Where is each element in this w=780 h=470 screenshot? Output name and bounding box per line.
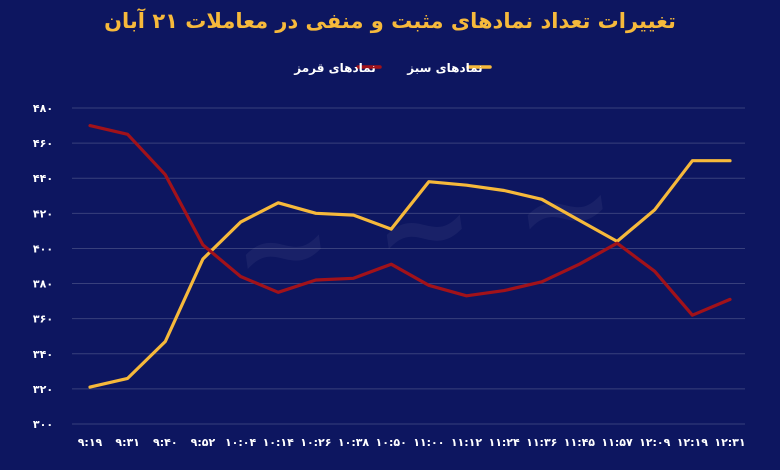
- legend-label: نمادهای سبز: [406, 61, 482, 75]
- legend-label: نمادهای قرمز: [293, 61, 375, 75]
- y-tick-label: ۴۶۰: [33, 137, 53, 150]
- y-tick-label: ۳۶۰: [33, 313, 53, 326]
- series-line-1: [88, 123, 732, 317]
- x-tick-label: ۱۱:۲۴: [488, 436, 520, 449]
- watermark: ~ ~ ~: [223, 133, 624, 324]
- x-tick-label: ۹:۴۰: [153, 436, 178, 449]
- x-tick-label: ۱۰:۰۴: [225, 436, 257, 449]
- x-tick-label: ۹:۵۲: [191, 436, 216, 449]
- y-tick-label: ۴۸۰: [33, 102, 53, 115]
- y-tick-label: ۳۰۰: [33, 418, 53, 431]
- x-tick-label: ۱۱:۴۵: [564, 436, 596, 449]
- x-tick-label: ۹:۱۹: [78, 436, 103, 449]
- x-tick-label: ۱۱:۵۷: [601, 436, 633, 449]
- y-tick-label: ۴۴۰: [33, 172, 53, 185]
- grid: [72, 107, 745, 425]
- x-tick-label: ۱۱:۱۲: [451, 436, 483, 449]
- legend: نمادهای سبز نمادهای قرمز: [293, 61, 492, 75]
- x-tick-label: ۱۲:۰۹: [639, 436, 671, 449]
- y-tick-label: ۳۲۰: [33, 383, 53, 396]
- x-tick-label: ۱۱:۰۰: [413, 436, 444, 449]
- y-tick-label: ۴۰۰: [33, 242, 53, 255]
- y-tick-label: ۳۸۰: [33, 278, 53, 291]
- series-group: [88, 123, 732, 389]
- svg-text:~ ~ ~: ~ ~ ~: [223, 133, 624, 324]
- chart-title: تغییرات تعداد نمادهای مثبت و منفی در معا…: [104, 8, 676, 33]
- x-tick-label: ۱۰:۲۶: [300, 436, 331, 449]
- x-tick-label: ۱۰:۵۰: [376, 436, 407, 449]
- x-axis: ۹:۱۹ ۹:۳۱ ۹:۴۰ ۹:۵۲ ۱۰:۰۴ ۱۰:۱۴ ۱۰:۲۶ ۱۰:۳۸ ۱۰:۵…: [78, 436, 746, 449]
- x-tick-label: ۱۱:۳۶: [526, 436, 557, 449]
- x-tick-label: ۱۲:۱۹: [677, 436, 709, 449]
- y-axis: ۳۰۰ ۳۲۰ ۳۴۰ ۳۶۰ ۳۸۰ ۴۰۰ ۴۲۰ ۴۴۰ ۴۶۰ ۴۸۰: [33, 102, 53, 431]
- x-tick-label: ۱۰:۳۸: [338, 436, 370, 449]
- series-line-0: [88, 159, 732, 389]
- x-tick-label: ۱۰:۱۴: [263, 436, 295, 449]
- y-tick-label: ۳۴۰: [33, 348, 53, 361]
- x-tick-label: ۱۲:۳۱: [714, 436, 745, 449]
- y-tick-label: ۴۲۰: [33, 207, 53, 220]
- x-tick-label: ۹:۳۱: [115, 436, 140, 449]
